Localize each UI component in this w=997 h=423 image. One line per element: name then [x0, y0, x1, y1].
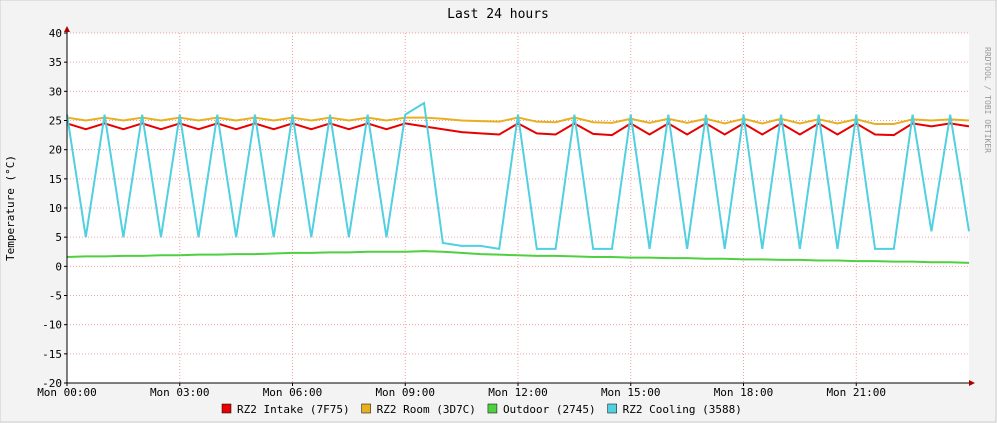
chart-title: Last 24 hours [447, 7, 549, 22]
series-line [66, 122, 970, 137]
x-arrow [969, 380, 975, 386]
x-tick-label: Mon 18:00 [714, 386, 774, 399]
x-tick-label: Mon 06:00 [263, 386, 323, 399]
y-tick-label: -5 [49, 290, 62, 303]
legend-label: Outdoor (2745) [503, 403, 596, 416]
x-tick-label: Mon 03:00 [150, 386, 210, 399]
x-tick-label: Mon 09:00 [375, 386, 435, 399]
axes [64, 26, 975, 386]
series-line [66, 250, 970, 264]
y-tick-label: 20 [49, 144, 62, 157]
x-tick-label: Mon 12:00 [488, 386, 548, 399]
legend-swatch [487, 403, 498, 414]
legend-label: RZ2 Cooling (3588) [623, 403, 742, 416]
y-tick-label: 0 [55, 260, 62, 273]
y-tick-label: -15 [42, 348, 62, 361]
y-tick-label: 10 [49, 202, 62, 215]
legend-label: RZ2 Intake (7F75) [237, 403, 350, 416]
legend-label: RZ2 Room (3D7C) [377, 403, 476, 416]
watermark: RRDTOOL / TOBI OETIKER [983, 47, 992, 153]
y-tick-label: 5 [55, 231, 62, 244]
x-tick-label: Mon 21:00 [826, 386, 886, 399]
x-tick-label: Mon 15:00 [601, 386, 661, 399]
y-tick-label: -20 [42, 377, 62, 390]
legend-swatch [221, 403, 232, 414]
legend-swatch [361, 403, 371, 414]
y-tick-label: 40 [49, 27, 62, 40]
legend: RZ2 Intake (7F75) RZ2 Room (3D7C) Outdoor … [221, 403, 742, 416]
y-tick-label: 25 [49, 115, 62, 128]
lines [66, 101, 970, 264]
legend-swatch [607, 403, 617, 414]
series-line [66, 101, 970, 250]
y-arrow [64, 26, 70, 32]
y-tick-label: 15 [49, 173, 62, 186]
y-tick-label: 30 [49, 85, 62, 98]
x-tick-label: Mon 00:00 [37, 386, 97, 399]
y-tick-label: -10 [42, 319, 62, 332]
y-axis-label: Temperature (°C) [4, 155, 17, 261]
y-tick-label: 35 [49, 56, 62, 69]
